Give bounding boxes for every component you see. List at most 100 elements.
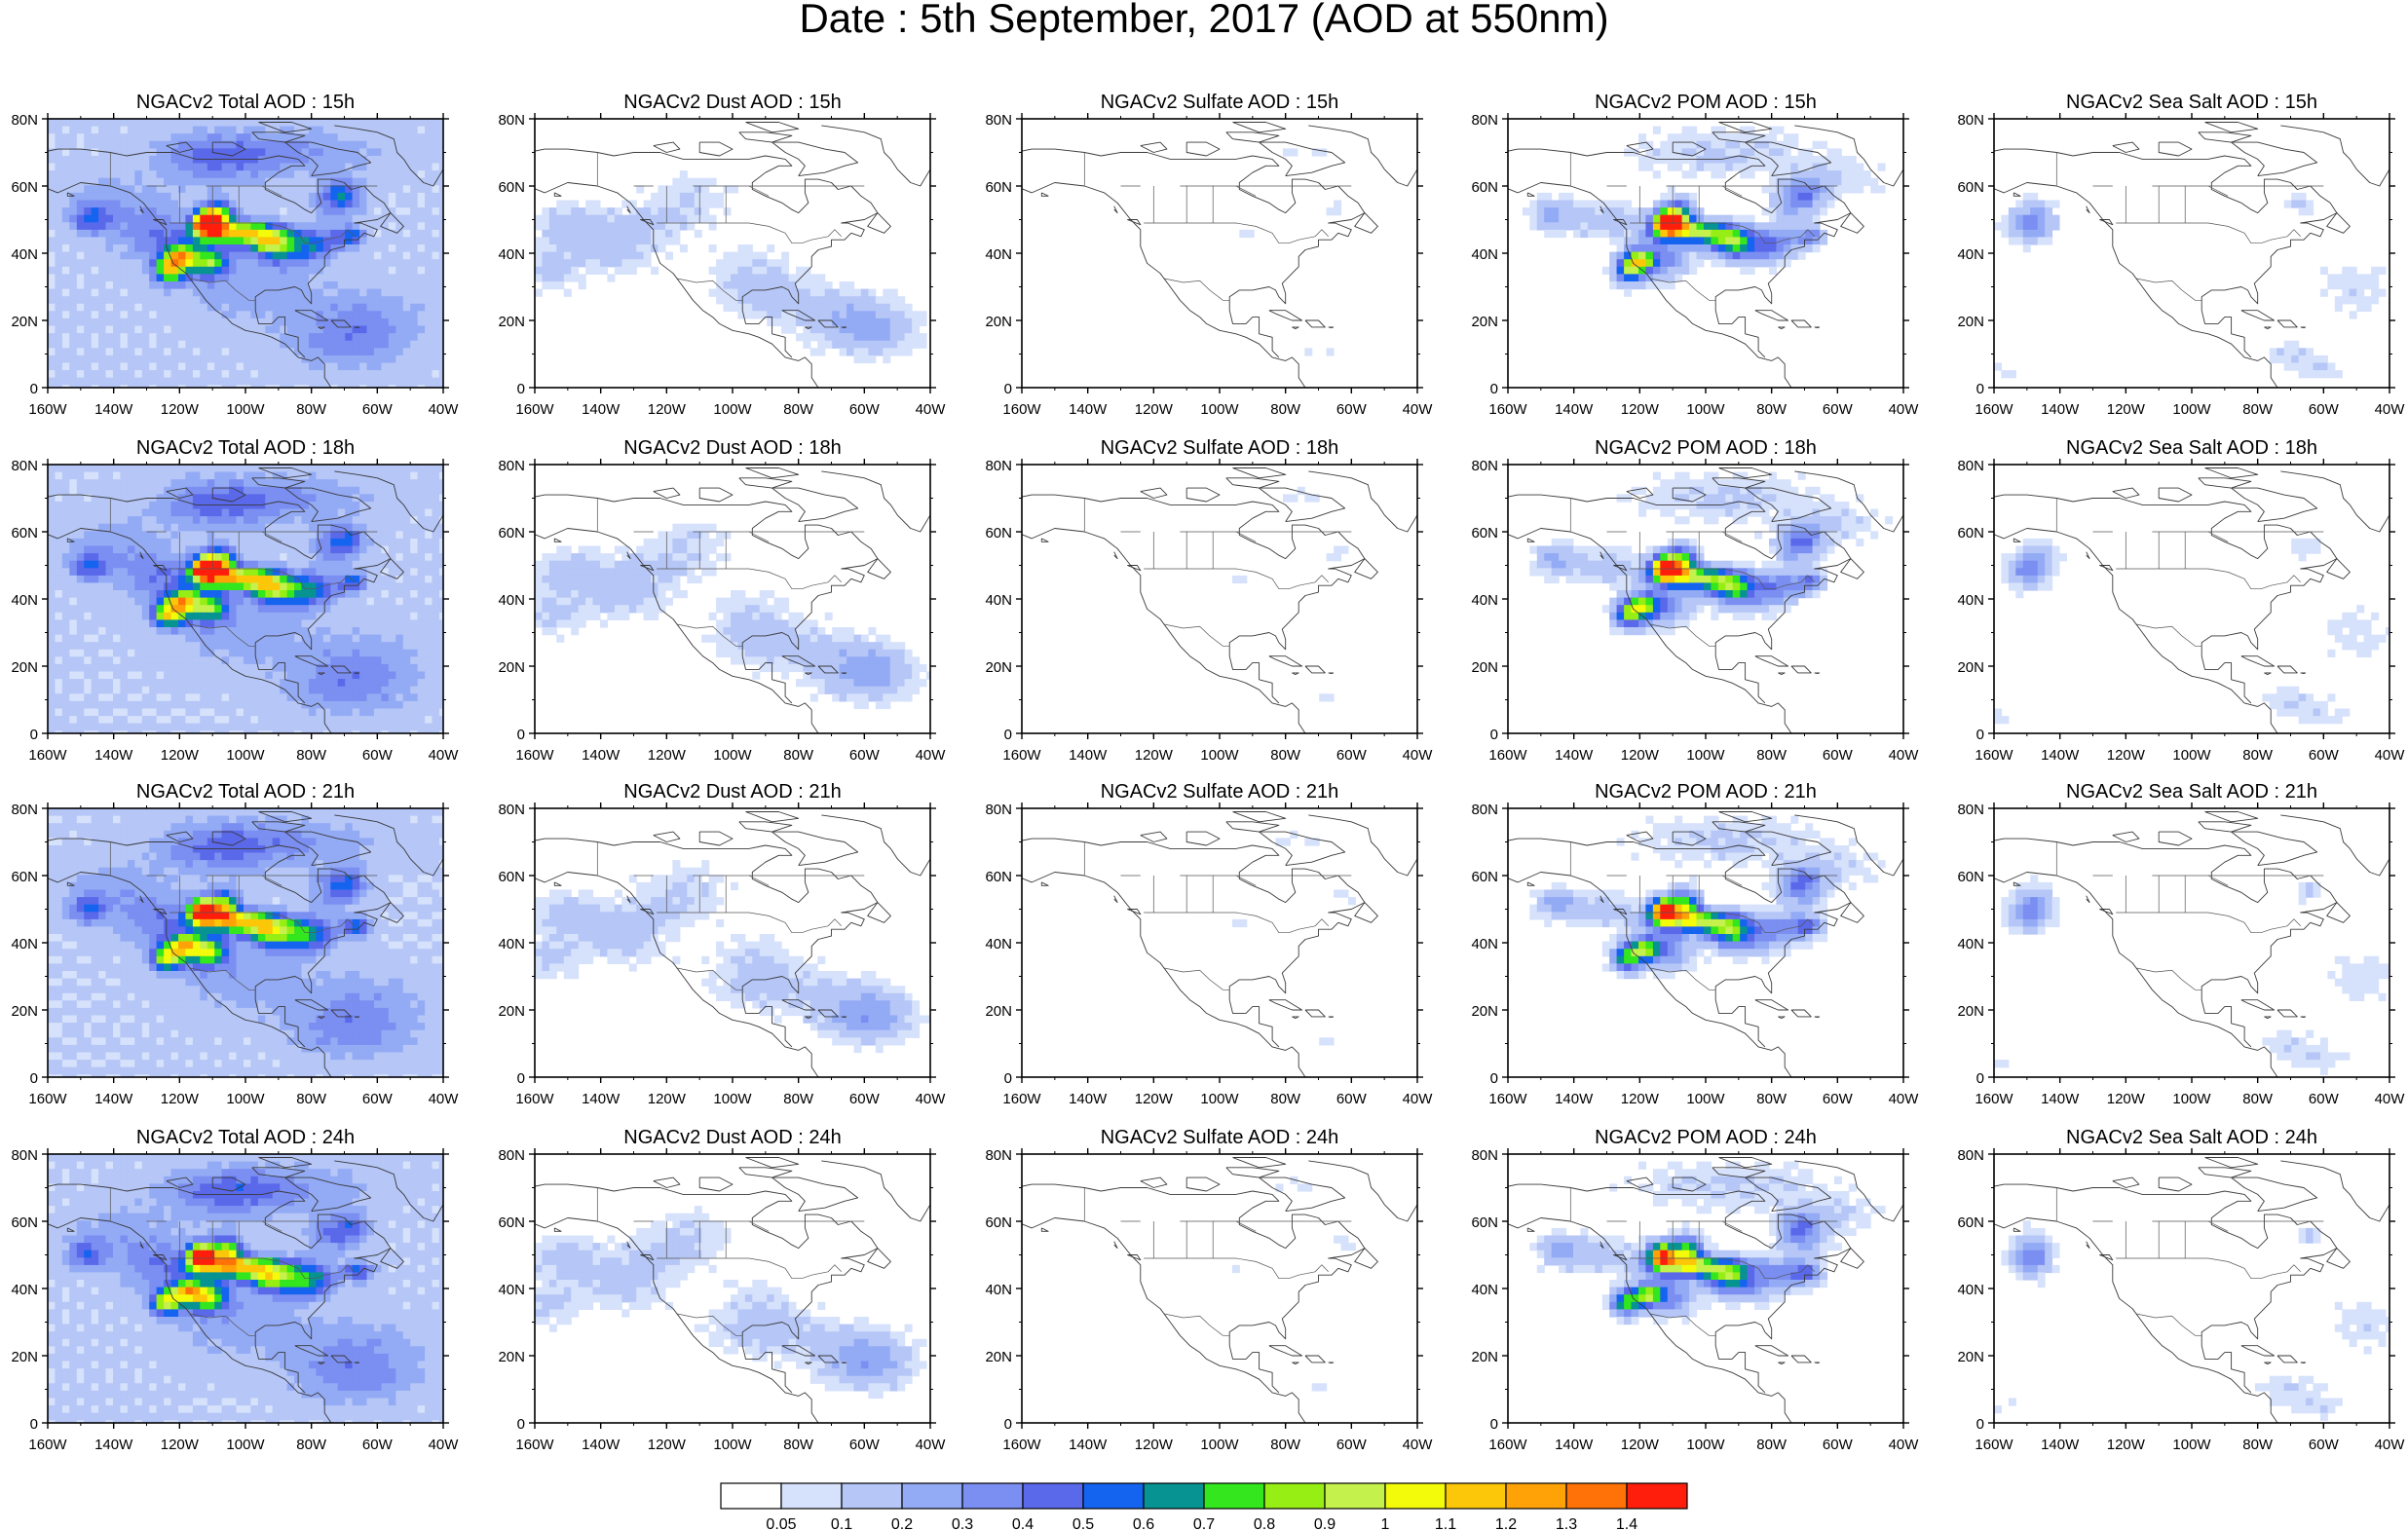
colorbar-swatch [841, 1482, 903, 1510]
colorbar-label: 0.1 [831, 1516, 852, 1531]
lat-tick-label: 0 [30, 381, 38, 397]
map-panel-seasalt-18h: NGACv2 Sea Salt AOD : 18h 80N 60N 40N 20N 0 16… [1957, 437, 2405, 764]
aod-field [48, 1154, 443, 1423]
lon-tick-label: 60W [1336, 401, 1368, 418]
map-panel-seasalt-21h: NGACv2 Sea Salt AOD : 21h 80N 60N 40N 20N 0 16… [1957, 781, 2405, 1107]
lat-tick-label: 60N [1471, 869, 1498, 885]
lat-tick-label: 80N [498, 1147, 525, 1164]
political-borders [596, 1187, 865, 1336]
lat-tick-label: 40N [11, 936, 38, 952]
lat-tick-label: 20N [985, 1349, 1012, 1365]
panel-title: NGACv2 Dust AOD : 18h [623, 437, 841, 459]
lat-tick-label: 20N [11, 1003, 38, 1020]
lat-tick-label: 60N [1471, 525, 1498, 541]
colorbar-label: 1 [1381, 1516, 1390, 1531]
lon-tick-label: 80W [2242, 1091, 2274, 1107]
lat-tick-label: 40N [985, 246, 1012, 263]
lon-tick-label: 40W [2375, 1091, 2406, 1107]
colorbar-swatch [1203, 1482, 1265, 1510]
lat-tick-label: 40N [11, 246, 38, 263]
lat-tick-label: 0 [1004, 381, 1012, 397]
lon-tick-label: 100W [1686, 1437, 1725, 1453]
lon-tick-label: 40W [916, 401, 947, 418]
lat-tick-label: 40N [985, 936, 1012, 952]
colorbar-swatch [1505, 1482, 1567, 1510]
map-panel-sulfate-18h: NGACv2 Sulfate AOD : 18h 80N 60N 40N 20N 0 160… [985, 437, 1433, 764]
lon-tick-label: 60W [2309, 1437, 2340, 1453]
lon-tick-label: 140W [1069, 747, 1108, 764]
lon-tick-label: 160W [1002, 401, 1041, 418]
political-borders [2055, 152, 2324, 301]
political-borders [109, 841, 378, 990]
lon-tick-label: 60W [2309, 401, 2340, 418]
coastlines [48, 122, 443, 388]
lat-tick-label: 80N [1471, 1147, 1498, 1164]
lat-tick-label: 0 [517, 381, 525, 397]
lon-tick-label: 140W [2041, 401, 2080, 418]
lat-tick-label: 20N [1957, 1349, 1984, 1365]
aod-field [1231, 830, 1356, 1046]
lat-tick-label: 80N [11, 1147, 38, 1164]
lon-tick-label: 40W [2375, 401, 2406, 418]
lon-tick-label: 120W [1135, 747, 1174, 764]
lon-tick-label: 80W [296, 1091, 327, 1107]
map-panel-total-24h: NGACv2 Total AOD : 24h 80N 60N 40N 20N 0 160W 1… [11, 1127, 459, 1453]
lon-tick-label: 80W [1756, 747, 1787, 764]
colorbar-swatch [1143, 1482, 1205, 1510]
lon-tick-label: 40W [916, 747, 947, 764]
map-panel-dust-24h: NGACv2 Dust AOD : 24h 80N 60N 40N 20N 0 160W 14… [498, 1127, 946, 1453]
lon-tick-label: 120W [2107, 1437, 2146, 1453]
lon-tick-label: 160W [515, 747, 554, 764]
lon-tick-label: 100W [1200, 1091, 1239, 1107]
coastlines [1994, 811, 2389, 1077]
lat-tick-label: 60N [985, 525, 1012, 541]
lon-tick-label: 60W [849, 747, 881, 764]
coastlines [535, 1157, 930, 1423]
lon-tick-label: 80W [1270, 401, 1301, 418]
lon-tick-label: 160W [515, 1091, 554, 1107]
lon-tick-label: 100W [1200, 747, 1239, 764]
lon-tick-label: 100W [713, 1437, 752, 1453]
lat-tick-label: 20N [498, 314, 525, 330]
lat-tick-label: 80N [985, 112, 1012, 129]
lat-tick-label: 20N [11, 1349, 38, 1365]
lon-tick-label: 100W [2172, 401, 2211, 418]
lat-tick-label: 40N [498, 936, 525, 952]
lon-tick-label: 60W [849, 1091, 881, 1107]
aod-field [535, 1206, 927, 1400]
colorbar-label: 0.8 [1254, 1516, 1275, 1531]
lon-tick-label: 140W [94, 401, 133, 418]
lat-tick-label: 80N [1471, 458, 1498, 474]
panel-title: NGACv2 Sea Salt AOD : 18h [2066, 437, 2317, 459]
map-panel-total-18h: NGACv2 Total AOD : 18h 80N 60N 40N 20N 0 160W 1… [11, 437, 459, 764]
lon-tick-label: 100W [1200, 1437, 1239, 1453]
lon-tick-label: 140W [2041, 1091, 2080, 1107]
aod-field [1994, 538, 2389, 725]
political-borders [1083, 1187, 1352, 1336]
coastlines [1508, 811, 1903, 1077]
colorbar-swatch [1082, 1482, 1145, 1510]
lat-tick-label: 20N [985, 314, 1012, 330]
aod-field [1231, 486, 1349, 702]
lat-tick-label: 0 [1490, 1070, 1498, 1087]
lon-tick-label: 120W [648, 401, 687, 418]
lat-tick-label: 60N [11, 525, 38, 541]
lat-tick-label: 40N [498, 592, 525, 609]
colorbar-label: 1.1 [1435, 1516, 1456, 1531]
political-borders [1569, 841, 1838, 990]
lon-tick-label: 120W [1621, 401, 1660, 418]
lon-tick-label: 60W [849, 401, 881, 418]
map-panel-seasalt-24h: NGACv2 Sea Salt AOD : 24h 80N 60N 40N 20N 0 16… [1957, 1127, 2405, 1453]
lon-tick-label: 120W [1135, 1091, 1174, 1107]
lat-tick-label: 40N [1471, 936, 1498, 952]
lat-tick-label: 0 [517, 727, 525, 743]
lon-tick-label: 160W [1002, 1091, 1041, 1107]
lon-tick-label: 60W [849, 1437, 881, 1453]
lat-tick-label: 0 [1976, 381, 1984, 397]
lon-tick-label: 60W [1823, 747, 1854, 764]
lon-tick-label: 160W [1488, 747, 1527, 764]
lon-tick-label: 60W [2309, 1091, 2340, 1107]
lat-tick-label: 20N [1471, 1349, 1498, 1365]
aod-field [1231, 1176, 1356, 1392]
